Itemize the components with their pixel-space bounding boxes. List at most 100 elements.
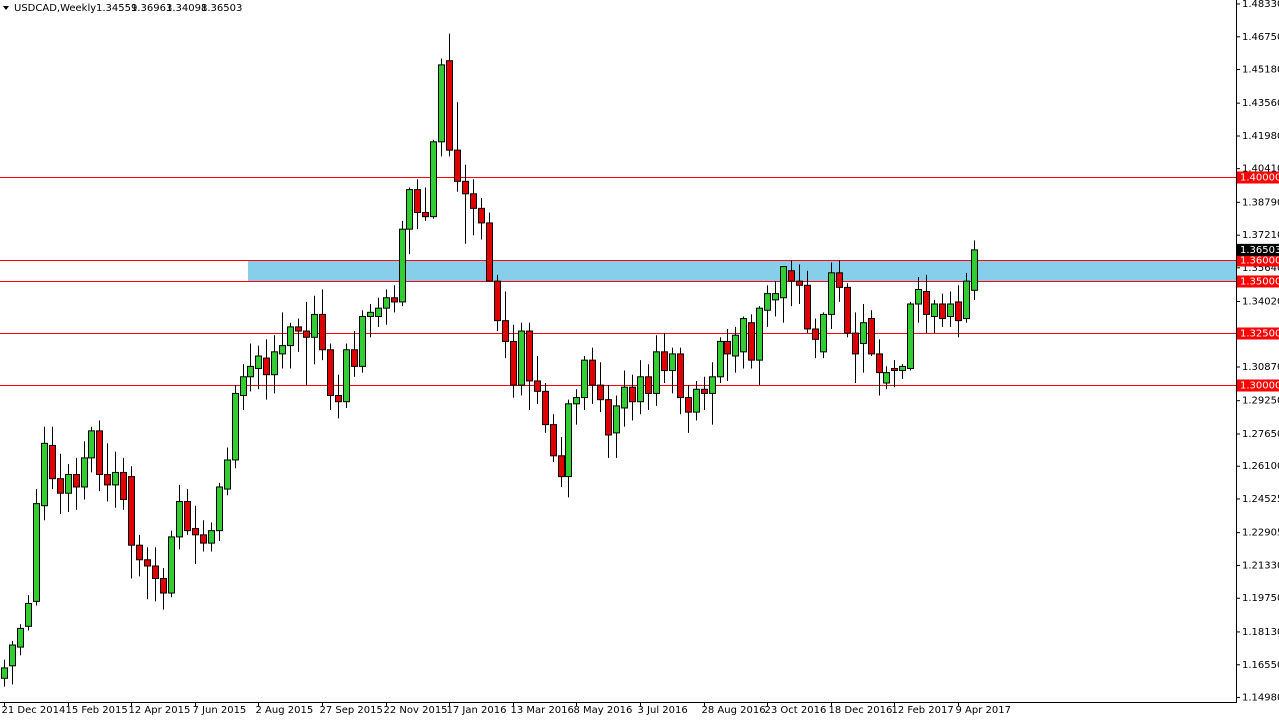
x-tick-label: 23 Oct 2016 <box>765 705 827 716</box>
candle-body <box>478 207 485 224</box>
candle-body <box>144 559 151 567</box>
y-tick-label: 1.29250 <box>1242 396 1279 407</box>
y-tick-label: 1.46750 <box>1242 32 1279 43</box>
candle-body <box>486 222 493 282</box>
level-label-bg <box>1237 275 1279 288</box>
candle-body <box>939 303 946 320</box>
candle-body <box>422 212 429 218</box>
x-tick-label: 9 Apr 2017 <box>956 705 1011 716</box>
candle-body <box>367 311 374 317</box>
candle-body <box>351 349 358 367</box>
candle-body <box>891 367 898 372</box>
level-label-bg <box>1237 254 1279 267</box>
y-tick-label: 1.34020 <box>1242 297 1279 308</box>
candle-body <box>597 384 604 401</box>
y-tick-label: 1.45180 <box>1242 64 1279 75</box>
candle-body <box>804 284 811 330</box>
candle-body <box>446 60 453 151</box>
x-tick-label: 15 Feb 2015 <box>66 705 128 716</box>
candle-body <box>375 307 382 317</box>
x-tick-label: 17 Jan 2016 <box>447 705 507 716</box>
x-tick-label: 7 Jun 2015 <box>193 705 247 716</box>
candle-body <box>271 351 278 376</box>
candle-body <box>136 544 143 561</box>
y-tick-label: 1.38790 <box>1242 197 1279 208</box>
y-tick-label: 1.18130 <box>1242 627 1279 638</box>
candle-body <box>399 228 406 303</box>
y-tick-label: 1.27650 <box>1242 429 1279 440</box>
candle-body <box>724 340 731 355</box>
candle-body <box>764 293 771 311</box>
x-tick-label: 3 Jul 2016 <box>638 705 688 716</box>
candle-body <box>255 355 262 369</box>
candle-body <box>915 288 922 305</box>
candle-body <box>224 459 231 490</box>
candle-body <box>820 313 827 353</box>
candle-body <box>112 471 119 486</box>
candle-body <box>120 471 127 500</box>
candle-body <box>701 388 708 394</box>
candle-body <box>581 359 588 399</box>
candle-body <box>9 644 16 667</box>
menu-arrow[interactable] <box>3 6 9 10</box>
candle-body <box>128 476 135 546</box>
candle-body <box>685 397 692 413</box>
candle-body <box>343 349 350 403</box>
x-tick-label: 12 Apr 2015 <box>129 705 191 716</box>
price-label: 1.36503 <box>1240 245 1279 256</box>
candle-body <box>868 318 875 355</box>
y-tick-label: 1.37210 <box>1242 230 1279 241</box>
candle-body <box>216 486 223 532</box>
candle-body <box>931 303 938 317</box>
candle-body <box>494 280 501 322</box>
chart-title: USDCAD,Weekly <box>14 3 96 14</box>
candle-body <box>57 478 64 494</box>
x-tick-label: 22 Nov 2015 <box>384 705 448 716</box>
candle-body <box>176 501 183 538</box>
candle-body <box>319 313 326 351</box>
open-value: 1.34559 <box>96 3 137 14</box>
candle-body <box>565 403 572 478</box>
x-tick-label: 12 Feb 2017 <box>892 705 954 716</box>
x-tick-label: 13 Mar 2016 <box>511 705 574 716</box>
candle-body <box>295 326 302 332</box>
high-value: 1.36963 <box>131 3 172 14</box>
candle-body <box>971 249 978 291</box>
candle-body <box>836 272 843 288</box>
candle-body <box>462 180 469 195</box>
candle-body <box>907 303 914 369</box>
candle-body <box>550 424 557 457</box>
candle-body <box>391 297 398 303</box>
candle-body <box>454 149 461 182</box>
y-tick-label: 1.26100 <box>1242 461 1279 472</box>
level-label-bg <box>1237 171 1279 184</box>
y-tick-label: 1.16550 <box>1242 660 1279 671</box>
level-label: 1.35000 <box>1240 277 1279 288</box>
y-tick-label: 1.30870 <box>1242 362 1279 373</box>
level-label: 1.32500 <box>1240 329 1279 340</box>
candle-body <box>605 399 612 436</box>
y-tick-label: 1.19750 <box>1242 593 1279 604</box>
candle-body <box>430 141 437 218</box>
candle-body <box>693 388 700 413</box>
candle-body <box>33 503 40 602</box>
candle-body <box>192 528 199 536</box>
candle-body <box>756 307 763 361</box>
y-tick-label: 1.24525 <box>1242 494 1279 505</box>
candle-body <box>41 442 48 507</box>
candle-body <box>852 332 859 355</box>
candle-body <box>502 320 509 342</box>
y-tick-label: 1.48330 <box>1242 0 1279 10</box>
plot <box>0 33 1236 687</box>
candle-body <box>669 353 676 372</box>
x-tick-label: 21 Dec 2014 <box>2 705 66 716</box>
zone <box>248 260 1236 282</box>
candle-body <box>359 315 366 367</box>
candle-body <box>645 376 652 394</box>
candle-body <box>81 457 88 488</box>
y-tick-label: 1.40410 <box>1242 164 1279 175</box>
candle-body <box>947 303 954 317</box>
candle-body <box>510 340 517 386</box>
candle-body <box>470 193 477 209</box>
